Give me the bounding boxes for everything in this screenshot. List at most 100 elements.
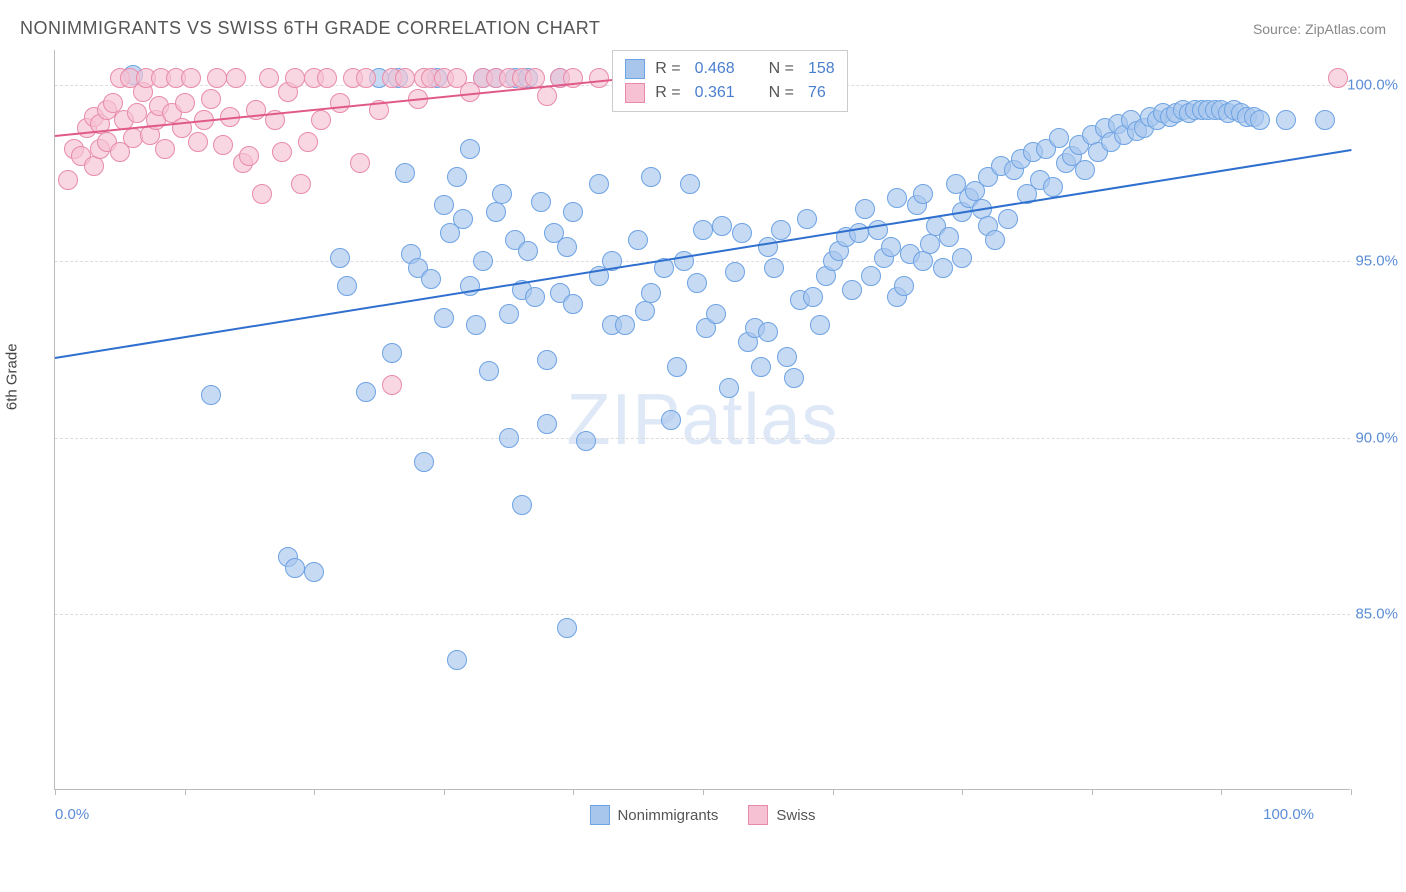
x-tick <box>703 789 704 795</box>
scatter-point <box>499 428 519 448</box>
scatter-point <box>797 209 817 229</box>
scatter-point <box>466 315 486 335</box>
scatter-point <box>486 202 506 222</box>
legend-label: Swiss <box>776 807 815 824</box>
scatter-point <box>985 230 1005 250</box>
scatter-point <box>499 304 519 324</box>
legend: Nonimmigrants Swiss <box>589 805 815 825</box>
scatter-point <box>395 68 415 88</box>
scatter-point <box>330 248 350 268</box>
x-tick <box>55 789 56 795</box>
y-tick-label: 90.0% <box>1355 429 1398 446</box>
scatter-point <box>719 378 739 398</box>
scatter-point <box>525 287 545 307</box>
scatter-point <box>181 68 201 88</box>
legend-swatch <box>589 805 609 825</box>
scatter-point <box>350 153 370 173</box>
scatter-point <box>447 167 467 187</box>
scatter-point <box>557 618 577 638</box>
gridline-h <box>55 438 1350 439</box>
scatter-point <box>764 258 784 278</box>
scatter-point <box>706 304 726 324</box>
scatter-point <box>414 452 434 472</box>
scatter-point <box>537 350 557 370</box>
x-tick <box>1221 789 1222 795</box>
scatter-point <box>453 209 473 229</box>
scatter-point <box>175 93 195 113</box>
scatter-point <box>272 142 292 162</box>
scatter-point <box>382 375 402 395</box>
plot-area: ZIPatlas 85.0%90.0%95.0%100.0%0.0%100.0%… <box>54 50 1350 790</box>
scatter-point <box>434 195 454 215</box>
scatter-point <box>998 209 1018 229</box>
scatter-point <box>460 139 480 159</box>
scatter-point <box>155 139 175 159</box>
scatter-point <box>667 357 687 377</box>
scatter-point <box>201 89 221 109</box>
watermark: ZIPatlas <box>566 379 838 461</box>
scatter-point <box>1315 110 1335 130</box>
y-tick-label: 95.0% <box>1355 253 1398 270</box>
scatter-point <box>330 93 350 113</box>
x-tick <box>185 789 186 795</box>
y-axis-title: 6th Grade <box>4 343 21 410</box>
scatter-point <box>680 174 700 194</box>
x-tick <box>444 789 445 795</box>
scatter-point <box>661 410 681 430</box>
scatter-point <box>913 184 933 204</box>
chart-container: 6th Grade ZIPatlas 85.0%90.0%95.0%100.0%… <box>54 50 1386 820</box>
scatter-point <box>58 170 78 190</box>
scatter-point <box>771 220 791 240</box>
scatter-point <box>557 237 577 257</box>
scatter-point <box>84 156 104 176</box>
scatter-point <box>842 280 862 300</box>
legend-label: Nonimmigrants <box>617 807 718 824</box>
scatter-point <box>492 184 512 204</box>
legend-swatch <box>748 805 768 825</box>
stats-row: R =0.361N =76 <box>625 81 834 105</box>
gridline-h <box>55 261 1350 262</box>
scatter-point <box>952 248 972 268</box>
scatter-point <box>188 132 208 152</box>
scatter-point <box>810 315 830 335</box>
scatter-point <box>894 276 914 296</box>
scatter-point <box>777 347 797 367</box>
scatter-point <box>213 135 233 155</box>
legend-swatch <box>625 83 645 103</box>
scatter-point <box>920 234 940 254</box>
scatter-point <box>784 368 804 388</box>
scatter-point <box>239 146 259 166</box>
scatter-point <box>758 322 778 342</box>
scatter-point <box>1043 177 1063 197</box>
scatter-point <box>259 68 279 88</box>
scatter-point <box>641 167 661 187</box>
scatter-point <box>803 287 823 307</box>
scatter-point <box>207 68 227 88</box>
legend-swatch <box>625 59 645 79</box>
scatter-point <box>421 269 441 289</box>
scatter-point <box>881 237 901 257</box>
scatter-point <box>531 192 551 212</box>
scatter-point <box>252 184 272 204</box>
scatter-point <box>537 86 557 106</box>
x-tick <box>962 789 963 795</box>
legend-item: Nonimmigrants <box>589 805 718 825</box>
scatter-point <box>563 294 583 314</box>
x-tick <box>573 789 574 795</box>
scatter-point <box>861 266 881 286</box>
scatter-point <box>285 558 305 578</box>
x-tick-label-max: 100.0% <box>1263 806 1314 823</box>
y-tick-label: 85.0% <box>1355 605 1398 622</box>
scatter-point <box>473 251 493 271</box>
scatter-point <box>615 315 635 335</box>
x-tick <box>1351 789 1352 795</box>
scatter-point <box>298 132 318 152</box>
scatter-point <box>356 68 376 88</box>
scatter-point <box>226 68 246 88</box>
scatter-point <box>913 251 933 271</box>
scatter-point <box>127 103 147 123</box>
scatter-point <box>512 495 532 515</box>
x-tick <box>314 789 315 795</box>
x-tick <box>1092 789 1093 795</box>
legend-item: Swiss <box>748 805 815 825</box>
